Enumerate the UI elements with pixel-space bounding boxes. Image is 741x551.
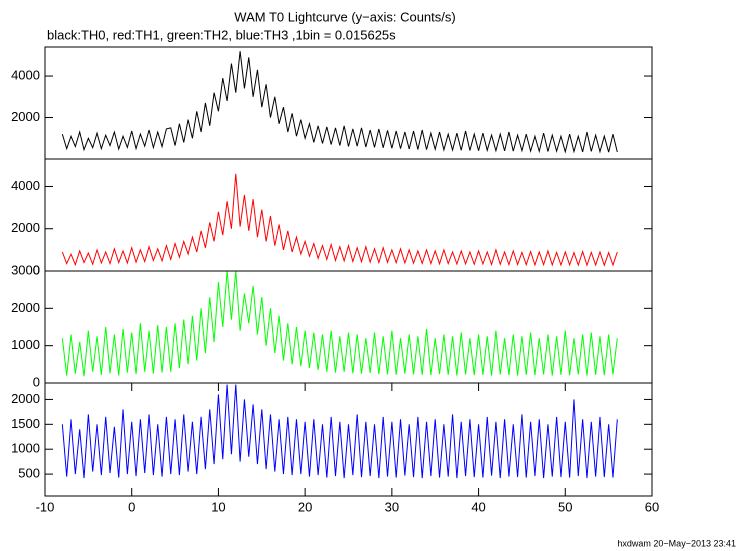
panel-frame: [44, 46, 653, 160]
y-tick-label: 2000: [11, 300, 40, 315]
y-tick-label: 0: [33, 374, 40, 389]
x-tick-label: 0: [128, 499, 135, 514]
y-tick-label: 4000: [11, 178, 40, 193]
x-tick-label: 50: [558, 499, 572, 514]
y-tick-label: 4000: [11, 67, 40, 82]
y-tick-label: 2000: [11, 220, 40, 235]
x-tick-label: -10: [36, 499, 55, 514]
x-tick-label: 10: [211, 499, 225, 514]
footer: hxdwam 20−May−2013 23:41: [617, 538, 736, 548]
light-curve: [61, 384, 618, 479]
panel-frame: [44, 382, 653, 497]
light-curve: [61, 271, 618, 377]
x-tick-label: 20: [298, 499, 312, 514]
y-tick-label: 1000: [11, 441, 40, 456]
chart-subtitle: black:TH0, red:TH1, green:TH2, blue:TH3 …: [47, 27, 396, 42]
y-tick-label: 1500: [11, 416, 40, 431]
light-curve: [61, 51, 618, 154]
light-curve: [61, 173, 618, 267]
y-tick-label: 500: [18, 466, 40, 481]
panel-frame: [44, 270, 653, 384]
panel-frame: [44, 158, 653, 272]
x-tick-label: 30: [385, 499, 399, 514]
chart-title: WAM T0 Lightcurve (y−axis: Counts/s): [234, 9, 455, 24]
y-tick-label: 2000: [11, 109, 40, 124]
y-tick-label: 2000: [11, 391, 40, 406]
x-tick-label: 60: [645, 499, 659, 514]
y-tick-label: 0: [33, 262, 40, 277]
x-tick-label: 40: [471, 499, 485, 514]
y-tick-label: 3000: [11, 262, 40, 277]
y-tick-label: 1000: [11, 337, 40, 352]
